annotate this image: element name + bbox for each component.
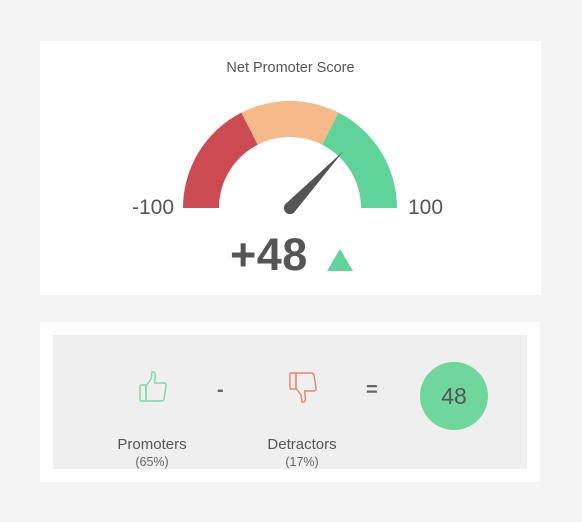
promoters-label: Promoters bbox=[117, 436, 187, 453]
gauge-needle bbox=[284, 151, 344, 214]
trend-up-icon bbox=[327, 249, 353, 271]
promoters-percent: (65%) bbox=[135, 455, 169, 469]
nps-gauge-card: Net Promoter Score -100 100 +48 bbox=[40, 41, 541, 295]
gauge-title: Net Promoter Score bbox=[226, 60, 355, 76]
gauge-needle-hub bbox=[284, 202, 296, 214]
gauge-segment-detractors bbox=[183, 112, 258, 208]
gauge-min-label: -100 bbox=[132, 196, 175, 219]
gauge-chart bbox=[183, 101, 397, 214]
gauge-segment-promoters bbox=[322, 112, 397, 208]
nps-result-badge: 48 bbox=[420, 362, 488, 430]
detractors-label: Detractors bbox=[267, 436, 337, 453]
gauge-max-label: 100 bbox=[408, 196, 444, 219]
equals-operator: = bbox=[366, 379, 378, 401]
detractors-term: Detractors (17%) bbox=[247, 372, 357, 469]
minus-operator: - bbox=[217, 379, 224, 401]
nps-score-value: +48 bbox=[230, 229, 308, 280]
promoters-term: Promoters (65%) bbox=[97, 371, 207, 469]
thumbs-up-icon bbox=[139, 371, 167, 402]
formula-panel: Promoters (65%) - Detractors (17%) = 48 bbox=[53, 335, 527, 469]
gauge-segment-passives bbox=[241, 101, 339, 145]
detractors-percent: (17%) bbox=[285, 455, 319, 469]
nps-formula-card: Promoters (65%) - Detractors (17%) = 48 bbox=[40, 322, 540, 482]
thumbs-down-icon bbox=[289, 372, 317, 403]
